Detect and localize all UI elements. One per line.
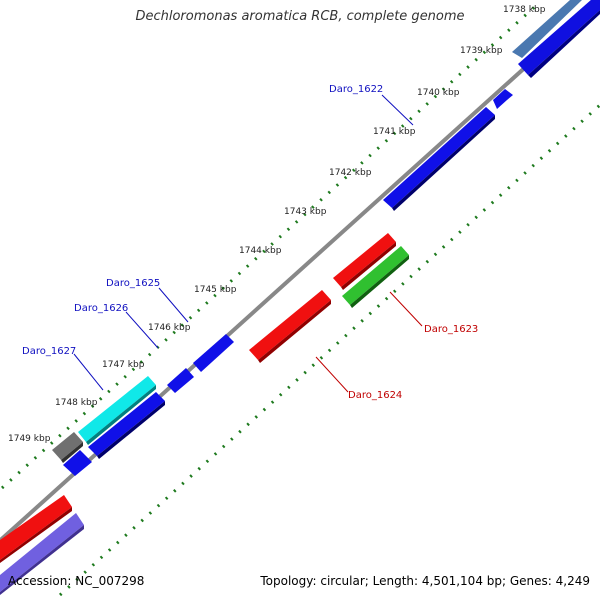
tick-label: 1738 kbp xyxy=(503,5,546,15)
label-daro-1623[interactable]: Daro_1623 xyxy=(424,324,478,335)
gene-cyan[interactable] xyxy=(78,376,156,445)
tick-label: 1749 kbp xyxy=(8,434,51,444)
callout-daro-1625 xyxy=(158,287,189,323)
gene-steel[interactable] xyxy=(512,0,582,58)
gene-daro-1622[interactable] xyxy=(383,107,495,211)
label-daro-1622[interactable]: Daro_1622 xyxy=(329,84,383,95)
label-daro-1626[interactable]: Daro_1626 xyxy=(74,303,128,314)
callout-daro-1627 xyxy=(73,353,104,391)
tick-label: 1741 kbp xyxy=(373,127,416,137)
callout-daro-1622 xyxy=(381,94,414,126)
tick-label: 1746 kbp xyxy=(148,323,191,333)
callout-daro-1624 xyxy=(315,356,349,393)
gene-blue-small[interactable] xyxy=(63,450,92,476)
tick-label: 1745 kbp xyxy=(194,285,237,295)
gene-blue-1[interactable] xyxy=(518,0,600,78)
tick-label: 1747 kbp xyxy=(102,360,145,370)
label-daro-1627[interactable]: Daro_1627 xyxy=(22,346,76,357)
gene-daro-1627[interactable] xyxy=(88,392,165,459)
gene-daro-1623[interactable] xyxy=(342,246,409,308)
tick-labels: 1738 kbp 1739 kbp 1740 kbp 1741 kbp 1742 kbp… xyxy=(8,5,546,444)
callout-daro-1623 xyxy=(389,291,423,327)
gene-gray[interactable] xyxy=(52,432,83,463)
tick-label: 1739 kbp xyxy=(460,46,503,56)
tick-label: 1748 kbp xyxy=(55,398,98,408)
gene-daro-1623-red[interactable] xyxy=(333,233,396,290)
gene-red-lower-left[interactable] xyxy=(0,495,72,563)
gene-daro-1622-small[interactable] xyxy=(493,89,513,109)
gene-daro-1626[interactable] xyxy=(167,368,194,393)
outer-tick-line xyxy=(0,0,542,490)
map-title: Dechloromonas aromatica RCB, complete ge… xyxy=(135,9,465,24)
inner-tick-line xyxy=(58,103,600,597)
label-daro-1624[interactable]: Daro_1624 xyxy=(348,390,402,401)
tick-label: 1743 kbp xyxy=(284,207,327,217)
tick-label: 1740 kbp xyxy=(417,88,460,98)
gene-daro-1625[interactable] xyxy=(193,334,234,372)
accession-label: Accession: NC_007298 xyxy=(8,574,145,588)
gene-lavender[interactable] xyxy=(0,513,84,595)
gene-daro-1624[interactable] xyxy=(249,290,331,363)
tick-label: 1744 kbp xyxy=(239,246,282,256)
label-daro-1625[interactable]: Daro_1625 xyxy=(106,278,160,289)
tick-label: 1742 kbp xyxy=(329,168,372,178)
genome-stats: Topology: circular; Length: 4,501,104 bp… xyxy=(260,574,590,588)
callout-daro-1626 xyxy=(125,311,159,349)
